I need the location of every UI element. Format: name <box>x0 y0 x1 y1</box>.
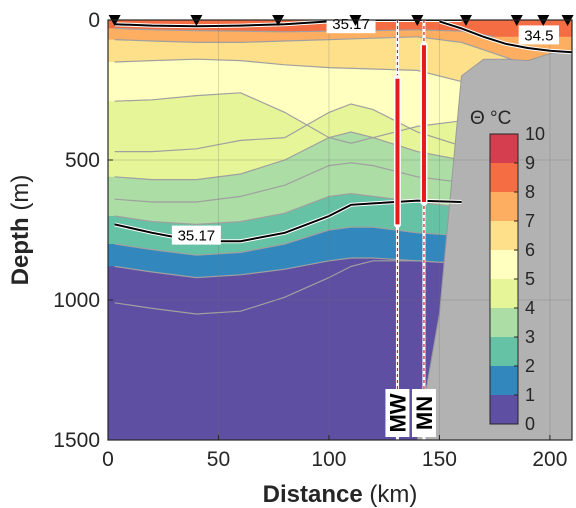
colorbar-swatch-7 <box>490 192 518 221</box>
colorbar-swatch-9 <box>490 134 518 163</box>
salinity-contour-1 <box>114 20 462 28</box>
mooring-label-box-MN <box>411 389 436 437</box>
y-tick-label-500: 500 <box>65 149 100 172</box>
y-tick-label-1000: 1000 <box>53 289 100 312</box>
y-tick-label-1500: 1500 <box>53 429 100 452</box>
plot-frame <box>107 19 573 441</box>
colorbar-swatch-6 <box>490 221 518 250</box>
salinity-label-1: 35.17 <box>332 16 370 33</box>
colorbar-tick-label-0: 0 <box>525 414 535 434</box>
colorbar-swatch-3 <box>490 308 518 337</box>
isotherm-line-0 <box>114 260 550 315</box>
isotherm-line-4.5 <box>114 103 550 155</box>
salinity-label-box-1 <box>326 14 376 34</box>
colorbar-swatch-4 <box>490 279 518 308</box>
colorbar: Θ °C 0 1 2 3 4 5 6 7 8 9 10 <box>470 108 545 434</box>
x-tick-label-100: 100 <box>311 448 346 471</box>
isotherm-line-2 <box>114 226 550 256</box>
salinity-label-0: 35.17 <box>178 228 216 245</box>
x-tick-label-150: 150 <box>422 448 457 471</box>
colorbar-tick-label-7: 7 <box>525 211 535 231</box>
colorbar-swatch-5 <box>490 250 518 279</box>
colorbar-swatch-1 <box>490 366 518 395</box>
colorbar-tick-label-8: 8 <box>525 182 535 202</box>
salinity-label-box-2 <box>518 25 560 45</box>
salinity-label-2: 34.5 <box>524 27 553 44</box>
mooring-label-MN: MN <box>412 396 437 430</box>
colorbar-swatch-8 <box>490 163 518 192</box>
x-axis-label: Distance (km) <box>263 481 418 508</box>
colorbar-title: Θ °C <box>470 108 511 129</box>
x-tick-label-200: 200 <box>532 448 567 471</box>
colorbar-tick-label-3: 3 <box>525 327 535 347</box>
y-tick-label-0: 0 <box>88 9 100 32</box>
mooring-label-box-MW <box>385 389 410 437</box>
isotherm-line-7 <box>114 36 528 66</box>
contour-plot-area <box>108 20 572 440</box>
y-axis-label: Depth (m) <box>7 175 34 286</box>
isotherm-line-3.5 <box>114 162 550 203</box>
mooring-label-MW: MW <box>385 393 410 432</box>
x-tick-label-0: 0 <box>102 448 114 471</box>
colorbar-tick-label-4: 4 <box>525 298 535 318</box>
colorbar-tick-label-6: 6 <box>525 240 535 260</box>
colorbar-tick-label-9: 9 <box>525 153 535 173</box>
salinity-contour-2 <box>439 20 572 54</box>
isotherm-line-8 <box>114 27 495 38</box>
isotherm-line-4 <box>114 131 550 181</box>
isotherm-line-3 <box>114 192 550 226</box>
overlays: 35.17 35.17 34.5 MW MN <box>108 14 574 440</box>
salinity-label-box-0 <box>171 225 221 245</box>
x-tick-label-50: 50 <box>207 448 230 471</box>
colorbar-tick-label-10: 10 <box>525 124 545 144</box>
colorbar-swatch-2 <box>490 337 518 366</box>
colorbar-tick-label-1: 1 <box>525 385 535 405</box>
colorbar-tick-label-2: 2 <box>525 356 535 376</box>
colorbar-swatch-0 <box>490 395 518 424</box>
colorbar-tick-label-5: 5 <box>525 269 535 289</box>
